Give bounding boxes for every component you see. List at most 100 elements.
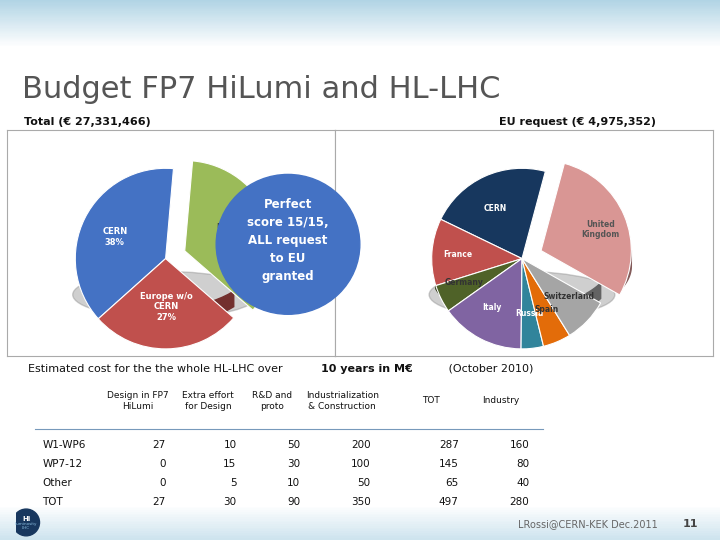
Text: Design in FP7
HiLumi: Design in FP7 HiLumi xyxy=(107,391,168,410)
Text: United
Kingdom: United Kingdom xyxy=(581,220,620,239)
Bar xyxy=(0,512,720,514)
Wedge shape xyxy=(541,164,631,295)
Text: WP7-12: WP7-12 xyxy=(42,460,83,469)
Text: 100: 100 xyxy=(351,460,371,469)
Bar xyxy=(0,521,720,523)
Ellipse shape xyxy=(429,272,615,318)
Bar xyxy=(0,25,720,26)
Text: Luminosity
LHC: Luminosity LHC xyxy=(15,522,37,530)
Text: 10: 10 xyxy=(223,440,236,450)
Wedge shape xyxy=(436,259,522,311)
Wedge shape xyxy=(185,161,275,310)
Text: 5: 5 xyxy=(230,478,236,488)
Text: Perfect
score 15/15,
ALL request
to EU
granted: Perfect score 15/15, ALL request to EU g… xyxy=(247,198,329,283)
Text: 27: 27 xyxy=(153,497,166,508)
Bar xyxy=(0,510,720,512)
Text: 280: 280 xyxy=(510,497,529,508)
Bar xyxy=(0,15,720,16)
Bar xyxy=(0,31,720,32)
Text: 145: 145 xyxy=(439,460,459,469)
Polygon shape xyxy=(620,251,631,291)
Bar xyxy=(0,26,720,28)
Text: Budget FP7 HiLumi and HL-LHC: Budget FP7 HiLumi and HL-LHC xyxy=(22,75,500,104)
Circle shape xyxy=(13,509,40,536)
Text: Extra effort
for Design: Extra effort for Design xyxy=(182,391,234,410)
Bar xyxy=(0,19,720,21)
Text: CERN
38%: CERN 38% xyxy=(102,227,127,247)
Text: 160: 160 xyxy=(510,440,529,450)
Text: TOT: TOT xyxy=(42,497,63,508)
Bar xyxy=(0,24,720,25)
Bar xyxy=(0,17,720,18)
Text: 30: 30 xyxy=(223,497,236,508)
Wedge shape xyxy=(99,259,234,349)
Bar xyxy=(0,517,720,519)
Text: 200: 200 xyxy=(351,440,371,450)
Bar xyxy=(0,16,720,17)
Text: France: France xyxy=(443,250,472,259)
Text: 10 years in M€: 10 years in M€ xyxy=(321,363,413,374)
Text: Hi: Hi xyxy=(22,516,30,522)
Wedge shape xyxy=(449,259,522,349)
Bar xyxy=(0,535,720,537)
Text: Russia: Russia xyxy=(516,308,544,318)
Bar xyxy=(0,531,720,533)
Text: 10: 10 xyxy=(287,478,300,488)
Bar xyxy=(0,10,720,11)
Ellipse shape xyxy=(216,174,360,314)
Bar xyxy=(0,8,720,9)
Text: 287: 287 xyxy=(439,440,459,450)
Bar xyxy=(0,528,720,529)
Text: 11: 11 xyxy=(683,519,698,529)
Bar xyxy=(0,11,720,12)
Bar xyxy=(0,1,720,2)
Bar xyxy=(0,29,720,30)
Text: 497: 497 xyxy=(439,497,459,508)
Bar xyxy=(0,533,720,535)
Text: Germany: Germany xyxy=(445,279,484,287)
Bar xyxy=(0,21,720,22)
Text: Switzerland: Switzerland xyxy=(543,292,594,301)
Bar xyxy=(0,515,720,517)
Polygon shape xyxy=(521,307,544,324)
Bar xyxy=(0,35,720,36)
Bar xyxy=(0,509,720,510)
Polygon shape xyxy=(449,287,521,324)
Text: 40: 40 xyxy=(516,478,529,488)
Text: R&D and
proto: R&D and proto xyxy=(252,391,292,410)
Text: Industry: Industry xyxy=(482,396,520,406)
Bar xyxy=(0,3,720,5)
Wedge shape xyxy=(76,168,174,319)
Polygon shape xyxy=(253,251,275,299)
Bar xyxy=(0,14,720,15)
Bar xyxy=(0,28,720,29)
Bar xyxy=(0,45,720,46)
Polygon shape xyxy=(99,291,234,323)
Text: CERN: CERN xyxy=(484,204,507,213)
Polygon shape xyxy=(544,301,570,322)
Bar xyxy=(0,39,720,40)
Wedge shape xyxy=(441,168,545,259)
Text: 350: 350 xyxy=(351,497,371,508)
Bar xyxy=(0,36,720,37)
Bar xyxy=(0,42,720,43)
Text: 15: 15 xyxy=(223,460,236,469)
Text: 90: 90 xyxy=(287,497,300,508)
Wedge shape xyxy=(432,219,522,286)
Wedge shape xyxy=(521,259,544,349)
Text: EU request (€ 4,975,352): EU request (€ 4,975,352) xyxy=(499,117,656,127)
Bar xyxy=(0,33,720,35)
Text: 0: 0 xyxy=(159,478,166,488)
Bar xyxy=(0,0,720,1)
Bar xyxy=(0,30,720,31)
Text: Estimated cost for the the whole HL-LHC over: Estimated cost for the the whole HL-LHC … xyxy=(28,363,287,374)
Bar xyxy=(0,505,720,507)
Bar xyxy=(0,44,720,45)
Bar xyxy=(0,529,720,531)
Wedge shape xyxy=(522,259,600,335)
Bar xyxy=(0,2,720,3)
Bar xyxy=(0,6,720,7)
Bar xyxy=(0,514,720,515)
Bar xyxy=(0,7,720,8)
Bar xyxy=(0,537,720,538)
